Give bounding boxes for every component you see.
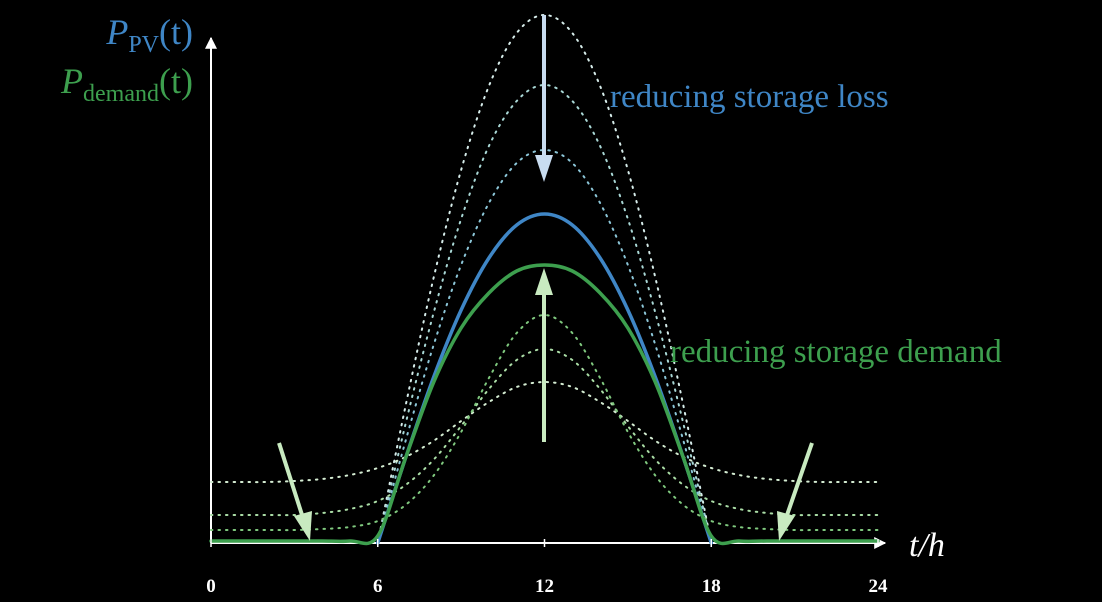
arrow-head [535,268,553,295]
label-tail: (t) [159,12,193,52]
x-tick-label: 12 [535,576,554,597]
line [209,263,880,546]
arrow-left-night [277,442,305,519]
arrow-right-night [784,442,814,519]
label-main: P [60,61,83,101]
y-axis-label: Pdemand(t) [60,61,193,107]
x-tick-label: 18 [702,576,721,597]
arrow-head [535,155,553,182]
label-sub: PV [128,32,159,58]
x-axis-label: t/h [909,527,945,564]
dotted-line [376,83,713,544]
label-tail: (t) [159,61,193,101]
annotation: reducing storage loss [610,79,889,115]
label-sub: demand [83,81,159,107]
y-axis-label: PPV(t) [105,12,193,58]
arrows [277,15,814,541]
x-tick-label: 0 [206,576,216,597]
arrow-head [777,511,795,541]
label-main: P [105,12,128,52]
x-tick-label: 6 [373,576,383,597]
x-tick-label: 24 [869,576,889,597]
arrow-head [294,511,312,541]
annotation: reducing storage demand [670,334,1002,370]
